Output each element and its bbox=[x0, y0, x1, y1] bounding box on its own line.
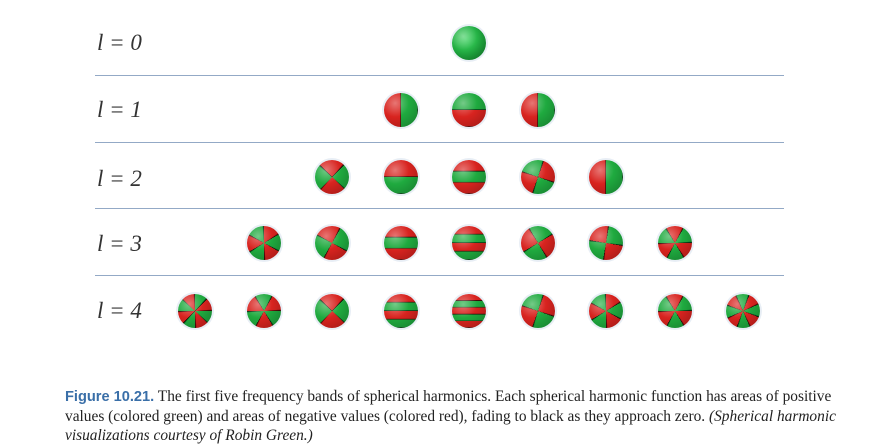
harmonic-sphere bbox=[315, 294, 349, 328]
harmonic-sphere bbox=[178, 294, 212, 328]
harmonic-sphere bbox=[657, 294, 692, 328]
caption-text: The first five frequency bands of spheri… bbox=[65, 388, 832, 426]
harmonic-sphere bbox=[726, 294, 760, 328]
caption-credit: (Spherical harmonic visualizations court… bbox=[65, 408, 836, 445]
harmonic-sphere bbox=[452, 93, 486, 127]
band-divider bbox=[95, 142, 784, 143]
harmonic-sphere bbox=[452, 160, 486, 194]
harmonic-sphere bbox=[589, 160, 623, 194]
harmonic-sphere bbox=[452, 26, 486, 60]
harmonic-sphere bbox=[383, 294, 418, 328]
harmonic-sphere bbox=[657, 226, 692, 260]
harmonic-sphere bbox=[520, 160, 555, 194]
harmonic-sphere bbox=[589, 294, 623, 328]
harmonic-sphere bbox=[383, 93, 418, 127]
harmonic-sphere bbox=[452, 226, 486, 260]
harmonic-sphere bbox=[383, 226, 418, 260]
band-label-l3: l = 3 bbox=[97, 231, 142, 256]
harmonic-sphere bbox=[589, 226, 623, 260]
harmonic-sphere bbox=[246, 226, 281, 260]
harmonic-sphere bbox=[315, 160, 349, 194]
band-label-l0: l = 0 bbox=[97, 30, 142, 55]
harmonic-sphere bbox=[383, 160, 418, 194]
harmonic-sphere bbox=[520, 226, 555, 260]
harmonic-sphere bbox=[246, 294, 281, 328]
band-divider bbox=[95, 275, 784, 276]
band-label-l2: l = 2 bbox=[97, 166, 142, 191]
figure-caption: Figure 10.21. The first five frequency b… bbox=[65, 387, 855, 445]
caption-label: Figure 10.21. bbox=[65, 389, 155, 406]
band-divider bbox=[95, 75, 784, 76]
band-label-l4: l = 4 bbox=[97, 298, 142, 323]
band-label-l1: l = 1 bbox=[97, 97, 142, 122]
harmonic-sphere bbox=[315, 226, 349, 260]
harmonic-sphere bbox=[520, 294, 555, 328]
harmonic-sphere bbox=[520, 93, 555, 127]
band-divider bbox=[95, 208, 784, 209]
harmonic-sphere bbox=[452, 294, 486, 328]
